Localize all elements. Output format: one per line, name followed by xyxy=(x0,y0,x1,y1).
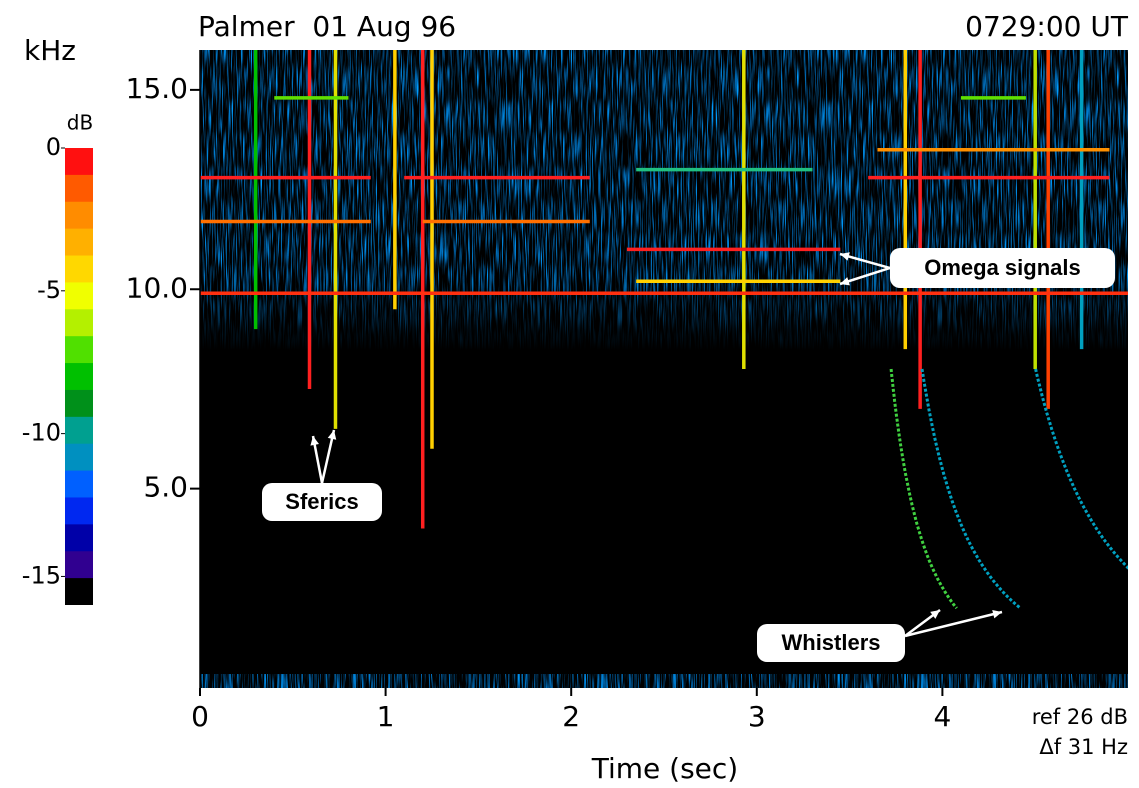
annotation: Sferics xyxy=(285,489,358,514)
whistler xyxy=(889,368,958,610)
colorbar-cell xyxy=(65,551,93,579)
colorbar-tick-label: -15 xyxy=(22,561,61,589)
colorbar-cell xyxy=(65,389,93,418)
x-tick-label: 1 xyxy=(377,700,395,733)
time-label: 0729:00 UT xyxy=(965,10,1129,43)
colorbar-label: dB xyxy=(67,111,93,135)
y-tick-label: 5.0 xyxy=(143,471,188,504)
note: Δf 31 Hz xyxy=(1039,735,1128,759)
x-axis-label: Time (sec) xyxy=(591,752,738,785)
colorbar-cell xyxy=(65,201,93,230)
annotation-arrowhead xyxy=(840,277,850,286)
spectrogram xyxy=(200,50,1128,610)
colorbar-cell xyxy=(65,174,93,203)
colorbar-cell xyxy=(65,255,93,283)
colorbar-tick-label: -5 xyxy=(37,276,61,304)
x-tick-label: 4 xyxy=(933,700,951,733)
colorbar-cell xyxy=(65,416,93,445)
x-tick-label: 3 xyxy=(748,700,766,733)
note: ref 26 dB xyxy=(1032,705,1128,729)
annotation-arrowhead xyxy=(930,610,940,619)
annotation: Omega signals xyxy=(924,255,1081,280)
colorbar-cell xyxy=(65,363,93,391)
y-axis-label: kHz xyxy=(24,34,76,67)
annotation-arrowhead xyxy=(327,430,337,440)
colorbar-cell xyxy=(65,282,93,310)
colorbar-cell xyxy=(65,148,93,176)
colorbar-cell xyxy=(65,336,93,364)
colorbar-cell xyxy=(65,443,93,472)
colorbar-tick-label: 0 xyxy=(46,133,61,161)
title: Palmer 01 Aug 96 xyxy=(198,10,456,43)
annotation: Whistlers xyxy=(781,630,880,655)
annotation-box xyxy=(757,624,905,662)
whistler xyxy=(1034,368,1128,570)
colorbar-tick-label: -10 xyxy=(22,419,61,447)
colorbar-cell xyxy=(65,228,93,257)
annotation-box xyxy=(890,248,1115,288)
annotation-arrowhead xyxy=(840,252,850,261)
colorbar-cell xyxy=(65,497,93,525)
colorbar-cell xyxy=(65,470,93,498)
colorbar-cell xyxy=(65,524,93,552)
annotation-arrow xyxy=(904,610,1003,638)
annotation-arrowhead xyxy=(992,609,1002,619)
annotation-arrowhead xyxy=(310,436,319,446)
x-tick-label: 0 xyxy=(191,700,209,733)
colorbar-cell xyxy=(65,578,93,605)
x-tick-label: 2 xyxy=(562,700,580,733)
y-tick-label: 10.0 xyxy=(126,271,188,304)
y-tick-label: 15.0 xyxy=(126,72,188,105)
noise-texture xyxy=(200,50,1128,350)
whistler xyxy=(920,368,1022,610)
noise-band xyxy=(200,674,1128,688)
annotation-box xyxy=(262,483,382,521)
colorbar-cell xyxy=(65,309,93,337)
annotation-arrow xyxy=(320,429,336,484)
